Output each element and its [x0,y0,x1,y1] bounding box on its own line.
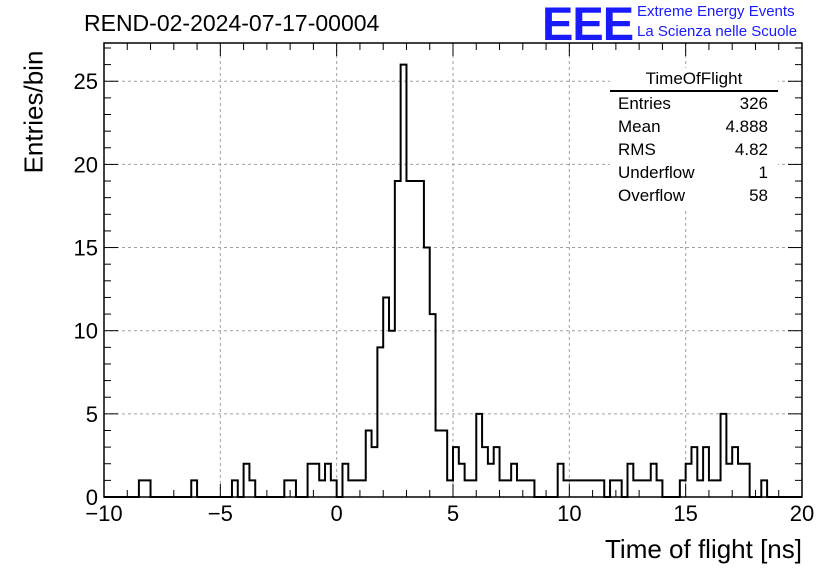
x-tick-label: −10 [85,501,122,526]
stats-value: 326 [739,94,768,113]
stats-title: TimeOfFlight [610,68,778,92]
y-tick-label: 5 [86,402,98,427]
y-tick-label: 15 [74,236,98,261]
stats-value: 58 [749,186,768,205]
stats-row-rms: RMS 4.82 [610,138,778,161]
y-tick-label: 10 [74,319,98,344]
x-tick-label: 5 [447,501,459,526]
stats-row-entries: Entries 326 [610,92,778,115]
stats-label: Underflow [618,163,695,182]
stats-value: 1 [758,163,768,182]
stats-value: 4.82 [734,140,768,159]
y-tick-label: 20 [74,152,98,177]
stats-value: 4.888 [725,117,768,136]
stats-label: Entries [618,94,671,113]
stats-label: Mean [618,117,661,136]
y-tick-label: 0 [86,485,98,510]
stats-row-mean: Mean 4.888 [610,115,778,138]
histogram-step-line [104,63,802,498]
stats-row-overflow: Overflow 58 [610,184,778,207]
x-tick-label: 10 [557,501,581,526]
stats-box: TimeOfFlight Entries 326 Mean 4.888 RMS 4.8… [610,68,778,210]
eee-logo: EEE [542,0,634,50]
x-tick-label: −5 [208,501,233,526]
y-axis-label: Entries/bin [18,50,49,174]
x-tick-label: 15 [673,501,697,526]
y-tick-label: 25 [74,69,98,94]
x-axis-label: Time of flight [ns] [605,534,802,564]
run-title: REND-02-2024-07-17-00004 [84,10,380,36]
stats-label: RMS [618,140,656,159]
logo-tagline-1: Extreme Energy Events [637,3,795,20]
x-tick-label: 0 [331,501,343,526]
stats-row-underflow: Underflow 1 [610,161,778,184]
logo-tagline-2: La Scienza nelle Scuole [637,23,798,40]
x-tick-label: 20 [790,501,814,526]
stats-label: Overflow [618,186,686,205]
